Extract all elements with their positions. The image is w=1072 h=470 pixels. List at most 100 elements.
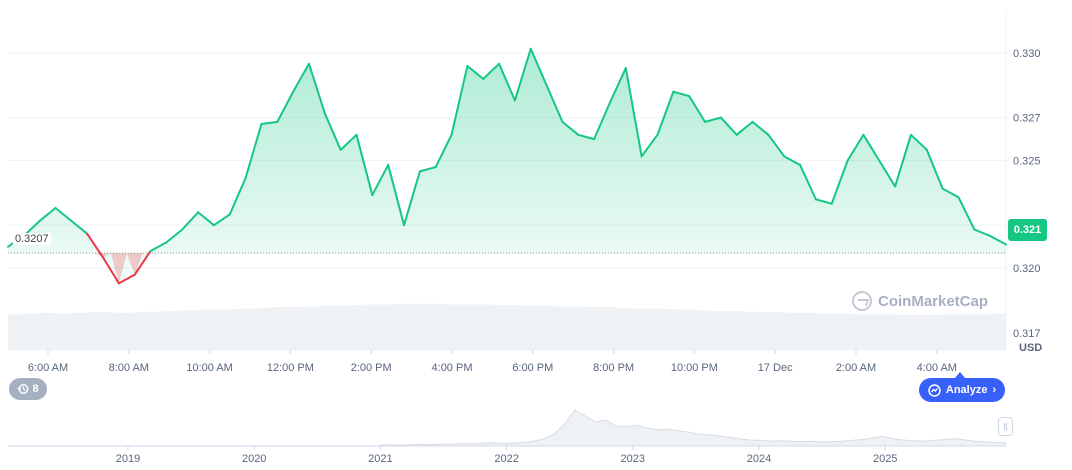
price-segment[interactable]: [767, 133, 786, 158]
price-segment[interactable]: [276, 90, 295, 123]
volume-bar: [304, 306, 320, 350]
volume-bar: [600, 307, 617, 350]
range-navigator[interactable]: 2019 2020 2021 2022 2023 2024 2025: [8, 409, 1007, 465]
price-segment[interactable]: [894, 133, 912, 188]
price-segment[interactable]: [878, 159, 897, 188]
price-segment[interactable]: [925, 148, 944, 190]
price-segment[interactable]: [513, 47, 532, 102]
navigator-year-label: 2019: [116, 453, 140, 465]
price-segment[interactable]: [482, 62, 501, 80]
price-segment[interactable]: [735, 120, 754, 136]
open-price-label: 0.3207: [13, 233, 51, 245]
price-segment[interactable]: [529, 47, 548, 87]
price-segment[interactable]: [593, 101, 611, 141]
price-segment[interactable]: [54, 206, 73, 222]
volume-bar: [553, 306, 570, 350]
price-segment[interactable]: [403, 170, 421, 227]
price-segment[interactable]: [355, 133, 374, 197]
price-segment[interactable]: [292, 62, 310, 93]
price-segment[interactable]: [783, 155, 802, 166]
price-segment[interactable]: [418, 166, 437, 173]
price-line[interactable]: [7, 47, 1007, 285]
price-segment[interactable]: [656, 90, 675, 136]
volume-bar: [397, 303, 414, 350]
price-segment[interactable]: [70, 219, 89, 235]
price-segment[interactable]: [86, 232, 105, 259]
navigator-handle[interactable]: ||: [998, 417, 1013, 436]
price-segment[interactable]: [624, 67, 643, 158]
volume-bar: [288, 307, 305, 350]
volume-bar: [990, 313, 1006, 350]
price-segment[interactable]: [181, 211, 200, 231]
price-segment[interactable]: [117, 273, 136, 285]
price-segment[interactable]: [244, 123, 263, 179]
volume-bar: [772, 312, 788, 350]
price-segment[interactable]: [102, 256, 120, 285]
price-segment[interactable]: [371, 163, 390, 197]
coinmarketcap-watermark: CoinMarketCap: [852, 291, 988, 311]
price-segment[interactable]: [149, 241, 168, 253]
price-segment[interactable]: [307, 62, 326, 115]
price-segment[interactable]: [799, 163, 817, 201]
price-segment[interactable]: [814, 198, 833, 205]
navigator-year-label: 2025: [873, 453, 897, 465]
price-segment[interactable]: [688, 95, 707, 123]
price-segment[interactable]: [846, 133, 865, 162]
price-segment[interactable]: [339, 133, 358, 151]
price-segment[interactable]: [260, 120, 279, 126]
volume-bar: [522, 305, 539, 350]
price-segment[interactable]: [466, 64, 485, 80]
y-tick-label: 0.327: [1013, 113, 1041, 125]
price-segment[interactable]: [577, 133, 596, 141]
price-segment[interactable]: [640, 133, 659, 158]
volume-bar: [148, 311, 164, 350]
volume-bar: [366, 304, 383, 350]
price-segment[interactable]: [387, 163, 406, 227]
price-segment[interactable]: [323, 112, 342, 151]
price-segment[interactable]: [719, 116, 738, 136]
price-segment[interactable]: [165, 228, 184, 244]
price-area-below-open: [95, 253, 143, 284]
volume-bar: [195, 309, 211, 350]
price-segment[interactable]: [434, 133, 453, 169]
price-segment[interactable]: [545, 84, 564, 123]
price-segment[interactable]: [197, 211, 215, 227]
price-segment[interactable]: [133, 250, 152, 276]
volume-bar: [647, 308, 663, 350]
price-segment[interactable]: [751, 120, 770, 136]
volume-bar: [662, 309, 679, 350]
price-segment[interactable]: [228, 176, 247, 216]
volume-bar: [678, 309, 695, 350]
volume-bar: [616, 307, 632, 350]
volume-bar: [8, 314, 24, 350]
price-segment[interactable]: [941, 187, 960, 199]
navigator-year-label: 2023: [621, 453, 645, 465]
history-count: 8: [32, 383, 39, 395]
price-segment[interactable]: [38, 206, 57, 222]
price-segment[interactable]: [973, 228, 992, 237]
price-segment[interactable]: [450, 64, 469, 136]
chevron-right-icon: ›: [992, 384, 997, 396]
price-segment[interactable]: [989, 234, 1007, 246]
price-segment[interactable]: [830, 159, 849, 205]
price-segment[interactable]: [498, 62, 516, 102]
navigator-history-area: [379, 409, 1007, 447]
price-segment[interactable]: [704, 116, 722, 123]
navigator-year-label: 2021: [368, 453, 392, 465]
price-area: [8, 48, 1006, 284]
volume-bar: [382, 304, 398, 350]
volume-bar: [507, 305, 523, 350]
price-segment[interactable]: [561, 120, 580, 136]
history-button[interactable]: 8: [9, 378, 47, 400]
volume-bar: [865, 314, 882, 350]
price-segment[interactable]: [672, 90, 691, 98]
price-segment[interactable]: [957, 196, 976, 231]
volume-bar: [631, 308, 648, 350]
price-segment[interactable]: [608, 67, 627, 104]
y-tick-label: 0.325: [1013, 156, 1041, 168]
analyze-button[interactable]: Analyze ›: [919, 372, 1005, 402]
price-segment[interactable]: [909, 133, 928, 151]
price-segment[interactable]: [862, 133, 881, 162]
price-segment[interactable]: [212, 213, 231, 227]
